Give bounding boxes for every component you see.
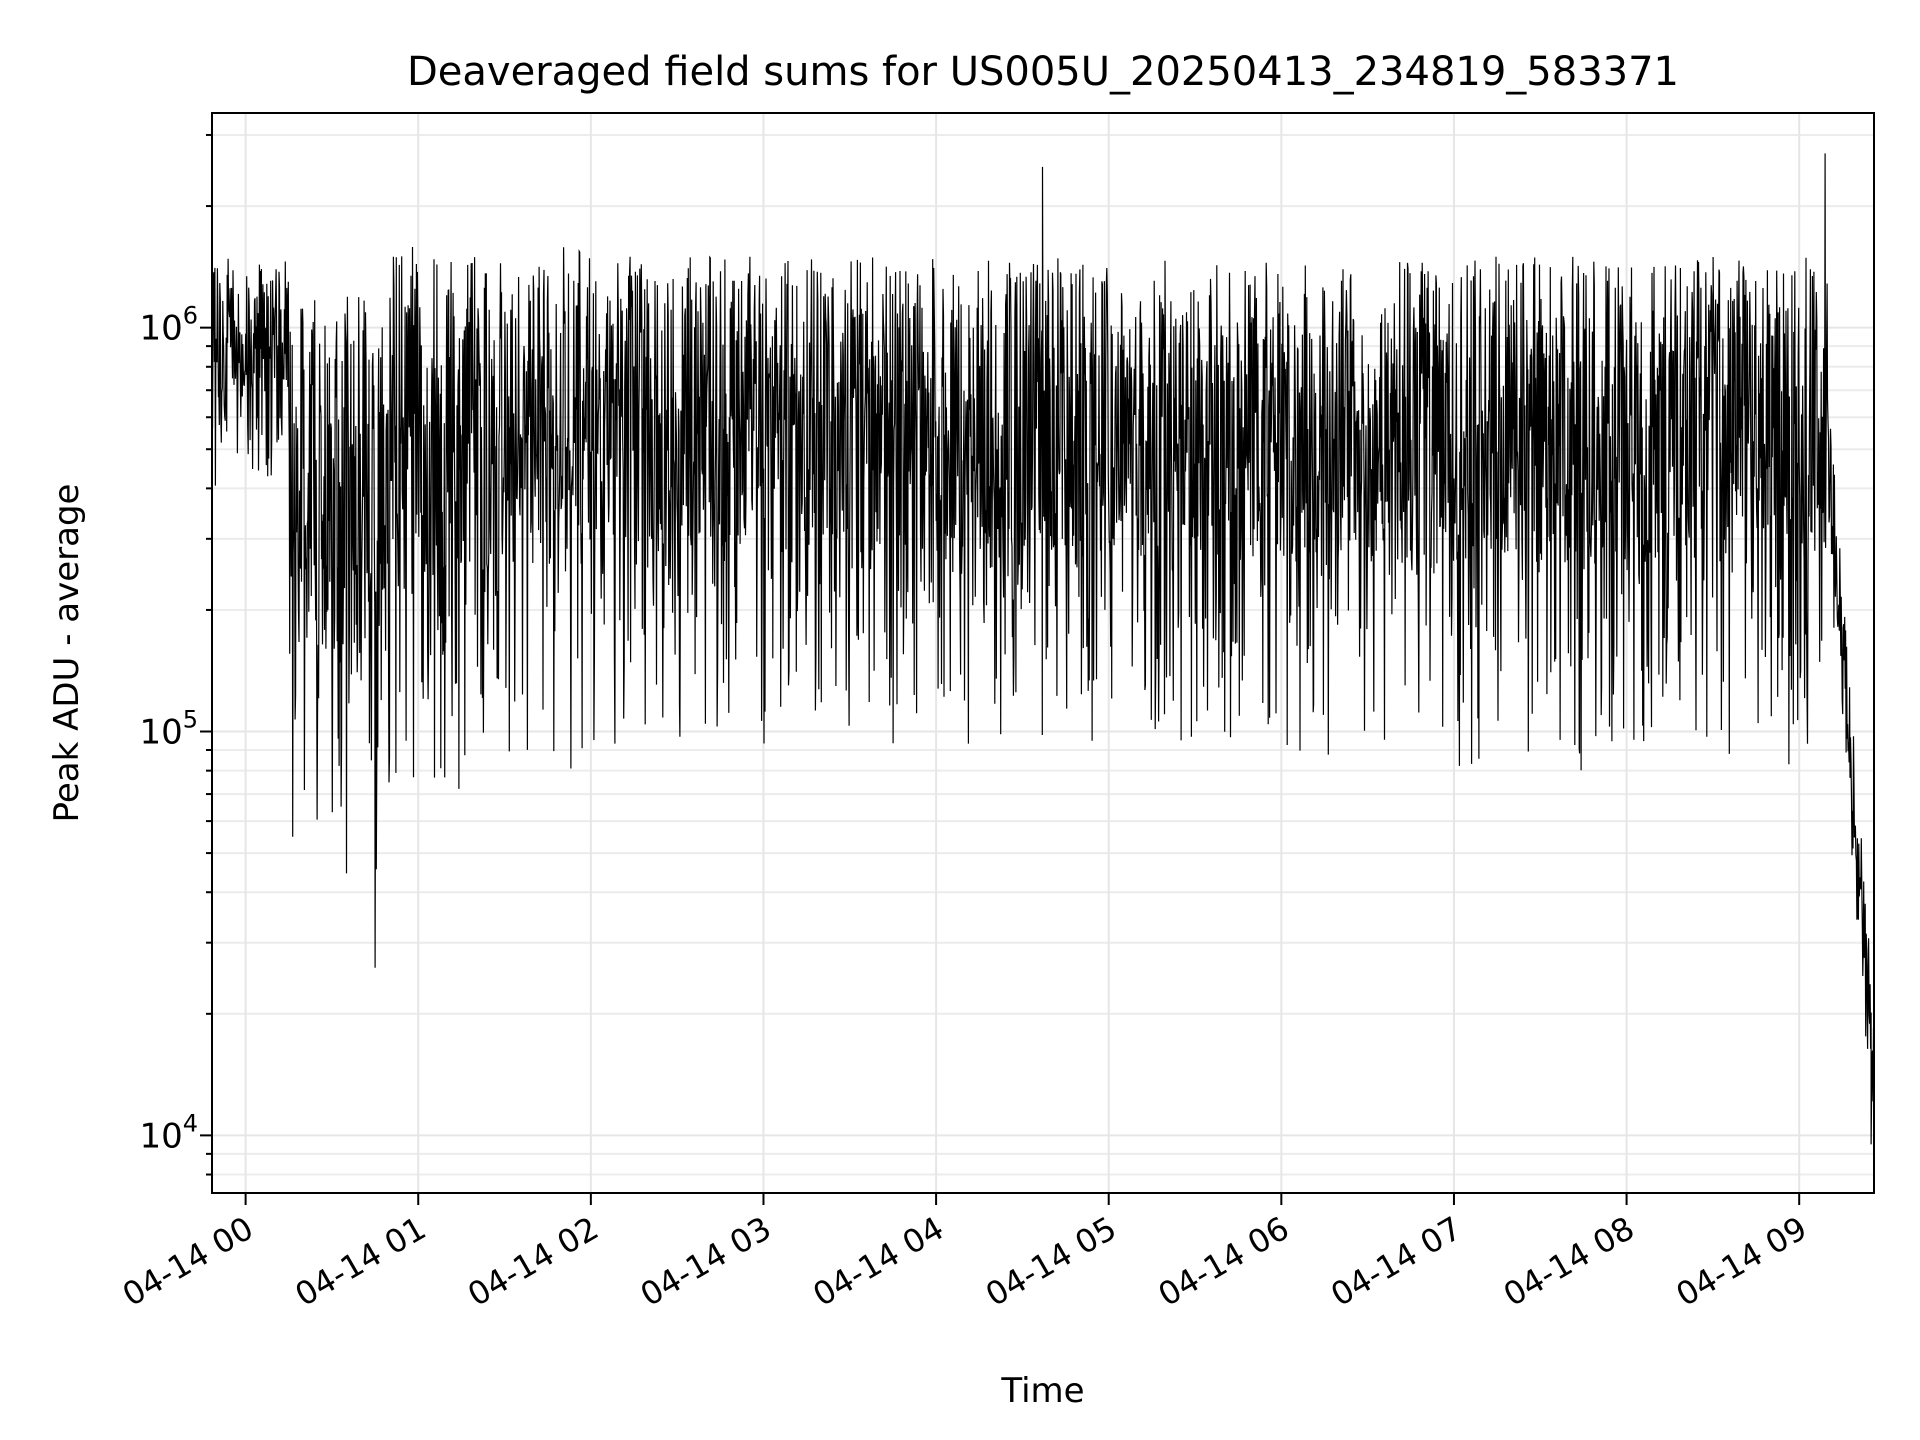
x-axis-label: Time — [1000, 1371, 1084, 1411]
series-line — [211, 153, 1875, 1145]
x-gridlines — [244, 113, 1801, 1193]
data-series — [211, 153, 1875, 1145]
y-tick-label: 106 — [139, 302, 198, 349]
x-tick-label: 04-14 08 — [1497, 1209, 1641, 1314]
x-tick-label: 04-14 01 — [289, 1209, 433, 1314]
x-axis: 04-14 00 04-14 01 04-14 02 04-14 03 04-14 04… — [116, 1193, 1813, 1314]
x-tick-label: 04-14 09 — [1670, 1209, 1814, 1314]
y-tick-label: 105 — [139, 706, 198, 753]
x-tick-label: 04-14 05 — [979, 1209, 1123, 1314]
y-axis-label: Peak ADU - average — [47, 484, 87, 823]
x-tick-label: 04-14 00 — [116, 1209, 260, 1314]
x-tick-label: 04-14 04 — [806, 1209, 950, 1314]
chart-title: Deaveraged field sums for US005U_2025041… — [407, 49, 1679, 95]
y-axis: 104 105 106 — [139, 133, 212, 1176]
y-tick-label: 104 — [139, 1109, 198, 1156]
x-tick-label: 04-14 07 — [1324, 1209, 1468, 1314]
x-tick-label: 04-14 06 — [1152, 1209, 1296, 1314]
x-tick-label: 04-14 02 — [461, 1209, 605, 1314]
plot-frame — [211, 112, 1875, 1194]
x-tick-label: 04-14 03 — [634, 1209, 778, 1314]
